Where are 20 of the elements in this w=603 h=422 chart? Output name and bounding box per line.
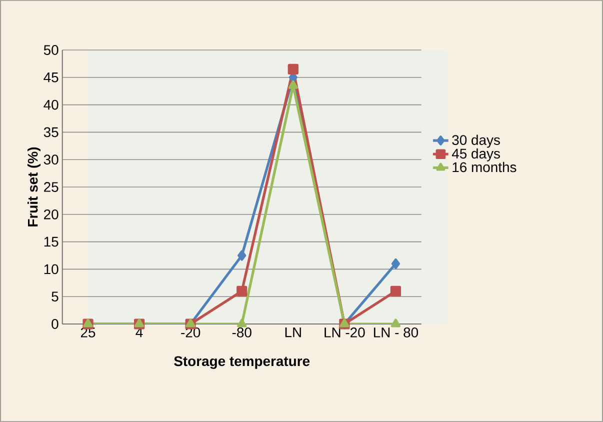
legend-label: 16 months (452, 162, 516, 172)
y-tick-label: 40 (44, 100, 58, 110)
y-tick-label: 45 (44, 72, 58, 82)
x-axis-title: Storage temperature (174, 356, 310, 369)
y-tick-label: 20 (44, 209, 58, 220)
y-tick-label: 35 (44, 127, 58, 138)
legend-label: 45 days (452, 148, 500, 162)
x-tick-label: -80 (232, 328, 252, 338)
x-tick-label: LN -20 (324, 328, 365, 338)
y-tick-label: 25 (44, 182, 58, 192)
y-tick-label: 10 (44, 264, 58, 274)
y-tick-label: 50 (44, 45, 58, 55)
legend-label: 30 days (452, 134, 500, 148)
y-tick-label: 0 (52, 319, 58, 329)
y-tick-label: 15 (44, 236, 58, 247)
y-axis-title: Fruit set (%) (27, 147, 40, 226)
x-tick-label: LN - 80 (374, 328, 418, 338)
y-tick-label: 5 (52, 292, 58, 302)
y-tick-label: 30 (44, 154, 58, 165)
x-tick-label: LN (285, 328, 301, 338)
